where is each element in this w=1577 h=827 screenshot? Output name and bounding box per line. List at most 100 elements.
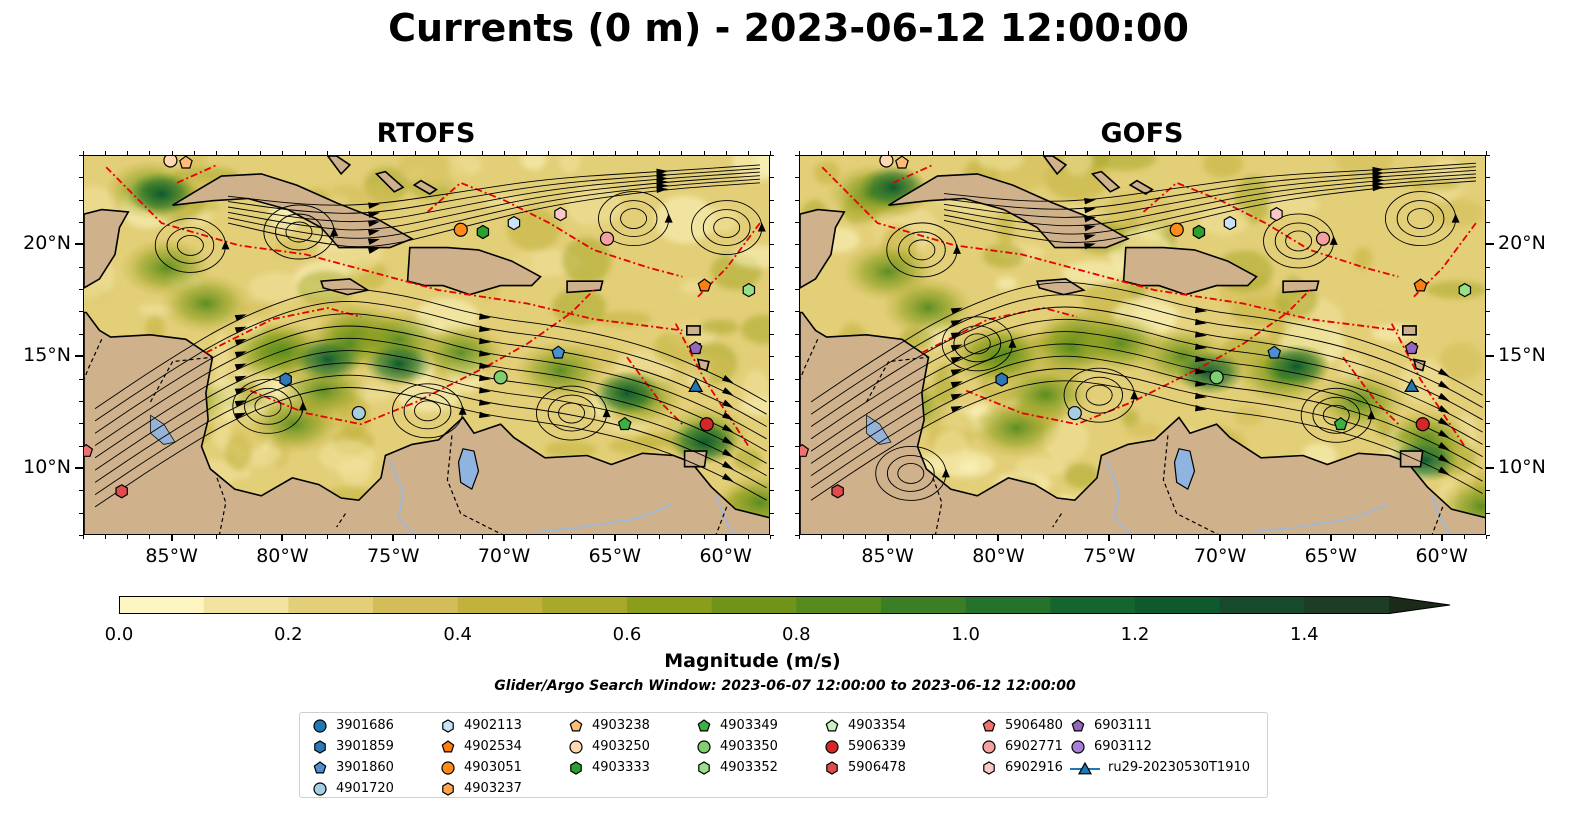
x-minor-tick: [821, 151, 823, 155]
x-minor-tick: [887, 535, 889, 539]
marker-4902113[interactable]: [1223, 215, 1237, 231]
y-minor-tick: [770, 512, 774, 514]
marker-5906478[interactable]: [831, 484, 844, 499]
marker-4903238[interactable]: [179, 156, 193, 169]
x-minor-tick: [1441, 535, 1443, 539]
marker-4903238[interactable]: [895, 156, 909, 169]
marker-5906478[interactable]: [115, 484, 128, 499]
legend-label: 6903111: [1094, 718, 1152, 733]
y-minor-tick: [770, 400, 774, 402]
gofs-map[interactable]: [799, 155, 1486, 535]
x-minor-tick: [725, 151, 727, 155]
marker-4903333[interactable]: [476, 224, 490, 240]
colorbar-tick-label: 1.4: [1290, 624, 1319, 645]
marker-6902916[interactable]: [1270, 206, 1283, 222]
legend-label: 6903112: [1094, 739, 1152, 754]
x-minor-tick: [105, 151, 107, 155]
y-minor-tick: [79, 333, 83, 335]
marker-5906480[interactable]: [84, 443, 94, 457]
marker-4903350[interactable]: [1209, 370, 1224, 385]
marker-4903352[interactable]: [1458, 282, 1472, 298]
marker-3901860[interactable]: [1267, 345, 1282, 359]
legend-item: ru29-20230530T1910: [1070, 757, 1250, 778]
legend-label: 6902916: [1005, 760, 1063, 775]
marker-4902113[interactable]: [507, 215, 521, 231]
y-minor-tick: [79, 222, 83, 224]
y-minor-tick: [79, 467, 83, 469]
marker-6902916[interactable]: [554, 206, 567, 222]
marker-4901720[interactable]: [1067, 405, 1082, 421]
marker-3901859[interactable]: [995, 372, 1008, 387]
marker-4901720[interactable]: [351, 405, 366, 421]
x-minor-tick: [326, 151, 328, 155]
y-minor-tick: [795, 423, 799, 425]
y-tick-label: 20°N: [23, 232, 71, 255]
marker-ru29-20230530T1910[interactable]: [1404, 378, 1420, 392]
marker-6903111[interactable]: [688, 340, 703, 355]
y-minor-tick: [795, 378, 799, 380]
legend-item: 4903350: [696, 736, 778, 757]
colorbar: [119, 596, 1451, 614]
circle-marker-icon: [313, 718, 327, 733]
x-minor-tick: [504, 535, 506, 539]
y-minor-tick: [770, 177, 774, 179]
y-minor-tick: [770, 356, 774, 358]
x-minor-tick: [1397, 151, 1399, 155]
marker-4902534[interactable]: [1413, 278, 1428, 292]
marker-4902534[interactable]: [697, 278, 712, 292]
marker-4903333[interactable]: [1192, 224, 1206, 240]
rtofs-map[interactable]: [83, 155, 770, 535]
marker-4903051[interactable]: [1169, 222, 1184, 237]
marker-4903349[interactable]: [1333, 416, 1348, 431]
y-minor-tick: [1486, 266, 1490, 268]
x-minor-tick: [770, 535, 771, 539]
marker-4903349[interactable]: [617, 416, 632, 431]
x-minor-tick: [127, 151, 129, 155]
x-minor-tick: [592, 151, 594, 155]
marker-4903250[interactable]: [879, 156, 894, 168]
legend-item: 6903112: [1070, 736, 1152, 757]
y-minor-tick: [795, 311, 799, 313]
legend-item: 4903051: [440, 757, 522, 778]
colorbar-label: Magnitude (m/s): [664, 650, 841, 672]
legend: 3901686 3901859 3901860 4901720 4902113 49025…: [299, 712, 1268, 798]
marker-5906339[interactable]: [1415, 417, 1430, 432]
x-minor-tick: [260, 535, 262, 539]
marker-5906339[interactable]: [699, 417, 714, 432]
marker-4903350[interactable]: [493, 370, 508, 385]
legend-item: 5906478: [824, 757, 906, 778]
hexagon-marker-icon: [570, 760, 582, 775]
marker-ru29-20230530T1910[interactable]: [688, 378, 704, 392]
x-minor-tick: [703, 535, 705, 539]
x-minor-tick: [504, 151, 506, 155]
x-tick-label: 65°W: [588, 545, 642, 567]
marker-3901860[interactable]: [551, 345, 566, 359]
x-minor-tick: [1308, 535, 1310, 539]
y-minor-tick: [79, 535, 83, 536]
marker-4903352[interactable]: [742, 282, 756, 298]
panel-title-gofs: GOFS: [1100, 118, 1184, 149]
marker-4903250[interactable]: [163, 156, 178, 168]
x-minor-tick: [821, 535, 823, 539]
legend-item: 4903237: [440, 778, 522, 799]
legend-label: 4901720: [336, 781, 394, 796]
legend-item: 6902771: [981, 736, 1063, 757]
figure-title: Currents (0 m) - 2023-06-12 12:00:00: [388, 6, 1189, 50]
marker-4903051[interactable]: [453, 222, 468, 237]
marker-6903111[interactable]: [1404, 340, 1419, 355]
x-minor-tick: [1463, 535, 1465, 539]
legend-label: 4902534: [464, 739, 522, 754]
y-minor-tick: [1486, 445, 1490, 447]
marker-6902771[interactable]: [599, 231, 615, 246]
x-minor-tick: [614, 151, 616, 155]
marker-5906480[interactable]: [800, 443, 810, 457]
x-minor-tick: [526, 535, 528, 539]
y-minor-tick: [795, 222, 799, 224]
y-minor-tick: [1486, 535, 1490, 536]
marker-3901859[interactable]: [279, 372, 292, 387]
marker-6902771[interactable]: [1315, 231, 1331, 246]
x-minor-tick: [481, 151, 483, 155]
x-minor-tick: [282, 535, 284, 539]
x-minor-tick: [1042, 151, 1044, 155]
pentagon-marker-icon: [569, 718, 583, 731]
